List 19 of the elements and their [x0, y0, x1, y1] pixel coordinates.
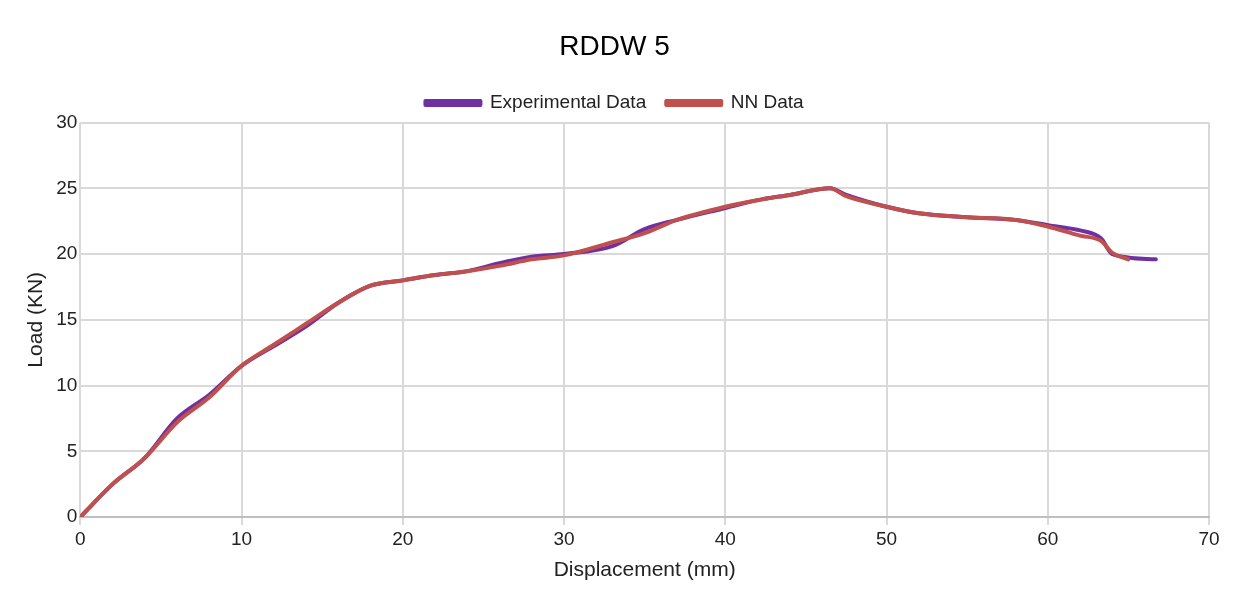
- y-tick-label: 15: [56, 308, 78, 330]
- y-tick-label: 0: [66, 505, 78, 527]
- x-tick-label: 10: [231, 527, 253, 549]
- y-tick-label: 25: [56, 176, 78, 198]
- x-tick-label: 50: [875, 527, 898, 549]
- y-tick-label: 20: [56, 242, 78, 264]
- x-axis-title: Displacement (mm): [553, 557, 736, 581]
- x-tick-label: 30: [553, 527, 575, 549]
- legend-label: NN Data: [730, 91, 805, 113]
- y-tick-label: 30: [56, 110, 78, 132]
- x-tick-label: 70: [1198, 527, 1220, 549]
- chart-title: RDDW 5: [559, 29, 670, 61]
- y-tick-label: 5: [66, 439, 78, 461]
- x-tick-label: 60: [1037, 527, 1059, 549]
- y-axis-title: Load (KN): [23, 271, 47, 368]
- legend-label: Experimental Data: [489, 91, 647, 113]
- x-tick-label: 20: [392, 527, 414, 549]
- y-tick-label: 10: [56, 373, 78, 395]
- x-tick-label: 40: [714, 527, 736, 549]
